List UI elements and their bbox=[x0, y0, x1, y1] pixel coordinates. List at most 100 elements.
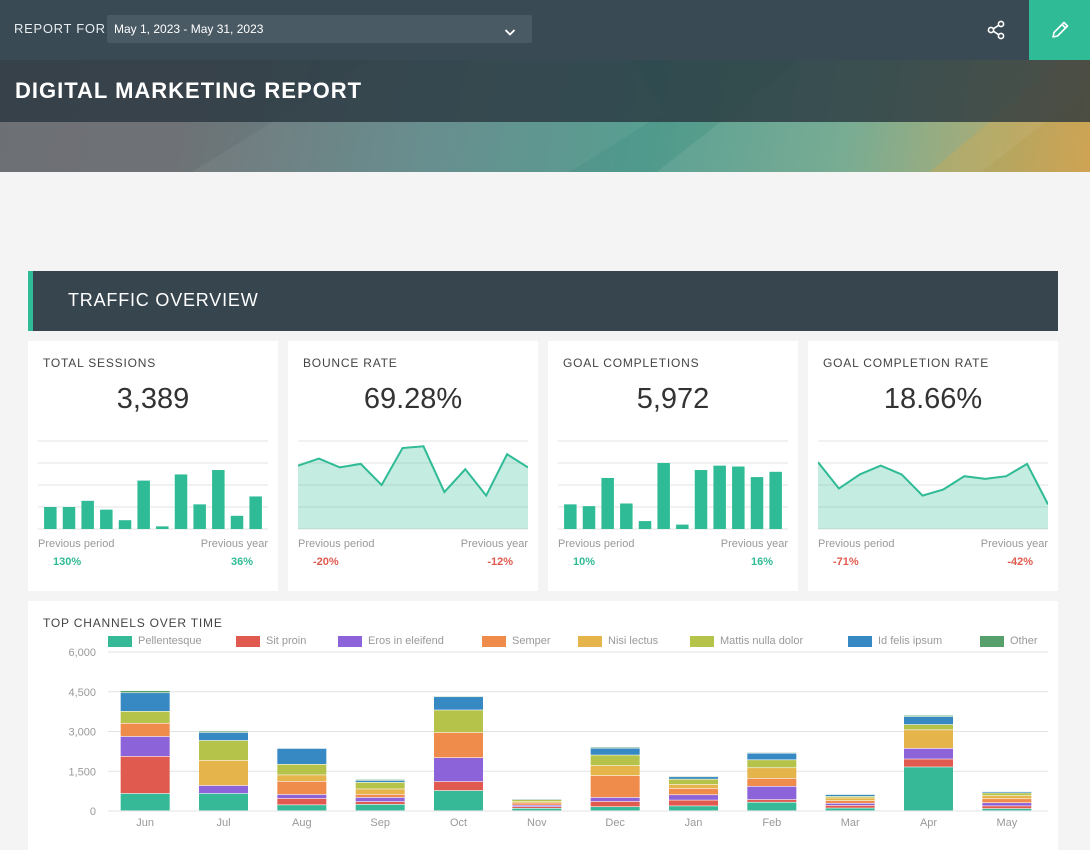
bar-segment[interactable] bbox=[904, 759, 953, 767]
kpi-card-goal-completion-rate[interactable]: GOAL COMPLETION RATE 18.66% Previous per… bbox=[808, 341, 1058, 591]
edit-button[interactable] bbox=[1029, 0, 1090, 60]
bar-segment[interactable] bbox=[904, 748, 953, 759]
legend-item[interactable]: Sit proin bbox=[236, 635, 306, 647]
bar-segment[interactable] bbox=[669, 788, 718, 795]
bar-segment[interactable] bbox=[904, 730, 953, 749]
bar-segment[interactable] bbox=[669, 784, 718, 789]
bar-segment[interactable] bbox=[355, 804, 405, 811]
stacked-bar-chart: 0 1,500 3,000 4,500 6,000 Jun Jul Aug Sep Oct Nov D… bbox=[68, 647, 1048, 829]
bar-segment[interactable] bbox=[355, 801, 405, 805]
bar-segment[interactable] bbox=[669, 777, 718, 779]
bar-segment[interactable] bbox=[747, 778, 797, 787]
bar-segment[interactable] bbox=[590, 776, 640, 798]
bar-segment[interactable] bbox=[825, 798, 875, 801]
bar-segment[interactable] bbox=[434, 781, 483, 791]
bar-segment[interactable] bbox=[120, 736, 170, 757]
bar-segment[interactable] bbox=[434, 758, 483, 782]
bar-segment[interactable] bbox=[825, 796, 875, 798]
bar-segment[interactable] bbox=[199, 731, 248, 733]
bar-segment[interactable] bbox=[590, 765, 640, 776]
bar-segment[interactable] bbox=[982, 793, 1032, 796]
bar-segment[interactable] bbox=[199, 793, 248, 811]
bar-segment[interactable] bbox=[277, 805, 327, 811]
bar-segment[interactable] bbox=[825, 805, 875, 808]
bar-segment[interactable] bbox=[669, 806, 718, 811]
bar-segment[interactable] bbox=[590, 797, 640, 802]
bar-segment[interactable] bbox=[825, 808, 875, 811]
bar-segment[interactable] bbox=[355, 789, 405, 794]
bar-segment[interactable] bbox=[904, 715, 953, 717]
bar-segment[interactable] bbox=[590, 748, 640, 755]
bar-segment[interactable] bbox=[355, 794, 405, 798]
date-range-select[interactable]: May 1, 2023 - May 31, 2023 bbox=[107, 15, 532, 43]
bar-segment[interactable] bbox=[904, 724, 953, 730]
bar-segment[interactable] bbox=[512, 799, 562, 802]
bar-segment[interactable] bbox=[825, 800, 875, 803]
bar-segment[interactable] bbox=[825, 794, 875, 797]
bar-segment[interactable] bbox=[747, 753, 797, 760]
bar-segment[interactable] bbox=[512, 801, 562, 803]
legend-item[interactable]: Id felis ipsum bbox=[848, 635, 942, 647]
bar-segment[interactable] bbox=[982, 808, 1032, 811]
bar-segment[interactable] bbox=[120, 756, 170, 794]
bar-segment[interactable] bbox=[747, 802, 797, 811]
bar-segment[interactable] bbox=[982, 799, 1032, 803]
bar-segment[interactable] bbox=[434, 697, 483, 710]
bar-segment[interactable] bbox=[747, 768, 797, 779]
bar-segment[interactable] bbox=[199, 732, 248, 741]
legend-item[interactable]: Pellentesque bbox=[108, 635, 202, 647]
bar-segment[interactable] bbox=[590, 755, 640, 766]
bar-segment[interactable] bbox=[904, 716, 953, 725]
legend-item[interactable]: Other bbox=[980, 635, 1038, 647]
bar-segment[interactable] bbox=[355, 797, 405, 802]
bar-segment[interactable] bbox=[277, 781, 327, 795]
bar-segment[interactable] bbox=[825, 803, 875, 806]
kpi-card-total-sessions[interactable]: TOTAL SESSIONS 3,389 Previous period Pre… bbox=[28, 341, 278, 591]
previous-year-change: -12% bbox=[487, 556, 513, 568]
bar-segment[interactable] bbox=[669, 779, 718, 785]
bar-segment[interactable] bbox=[199, 760, 248, 786]
bar-segment[interactable] bbox=[434, 790, 483, 811]
kpi-card-bounce-rate[interactable]: BOUNCE RATE 69.28% Previous period Previ… bbox=[288, 341, 538, 591]
bar-segment[interactable] bbox=[669, 800, 718, 806]
bar-segment[interactable] bbox=[277, 798, 327, 805]
bar-segment[interactable] bbox=[434, 710, 483, 733]
legend-item[interactable]: Semper bbox=[482, 635, 551, 647]
bar-segment[interactable] bbox=[590, 801, 640, 807]
bar-segment[interactable] bbox=[747, 799, 797, 802]
bar-segment[interactable] bbox=[512, 805, 562, 807]
bar-segment[interactable] bbox=[982, 791, 1032, 793]
bar-segment[interactable] bbox=[747, 786, 797, 800]
legend-item[interactable]: Nisi lectus bbox=[578, 635, 658, 647]
bar-segment[interactable] bbox=[120, 690, 170, 693]
bar-segment[interactable] bbox=[434, 732, 483, 758]
bar-segment[interactable] bbox=[199, 785, 248, 794]
kpi-card-goal-completions[interactable]: GOAL COMPLETIONS 5,972 Previous period P… bbox=[548, 341, 798, 591]
bar-segment[interactable] bbox=[982, 806, 1032, 809]
bar-segment[interactable] bbox=[277, 775, 327, 781]
bar-segment[interactable] bbox=[277, 764, 327, 775]
bar-segment[interactable] bbox=[512, 803, 562, 805]
bar-segment[interactable] bbox=[199, 740, 248, 761]
bar-segment[interactable] bbox=[120, 723, 170, 737]
bar-segment[interactable] bbox=[355, 780, 405, 783]
legend-item[interactable]: Eros in eleifend bbox=[338, 635, 444, 647]
bar-segment[interactable] bbox=[277, 794, 327, 799]
bar-segment[interactable] bbox=[982, 803, 1032, 806]
bar-segment[interactable] bbox=[904, 767, 953, 811]
bar-segment[interactable] bbox=[747, 760, 797, 768]
legend-swatch bbox=[690, 635, 714, 647]
date-range-value: May 1, 2023 - May 31, 2023 bbox=[114, 22, 264, 36]
bar-segment[interactable] bbox=[669, 795, 718, 800]
bar-segment[interactable] bbox=[590, 807, 640, 811]
bar-segment[interactable] bbox=[120, 693, 170, 712]
share-button[interactable] bbox=[978, 12, 1014, 48]
legend-item[interactable]: Mattis nulla dolor bbox=[690, 635, 803, 647]
bar-segment[interactable] bbox=[512, 808, 562, 811]
bar-segment[interactable] bbox=[512, 807, 562, 809]
bar-segment[interactable] bbox=[355, 782, 405, 789]
bar-segment[interactable] bbox=[277, 748, 327, 765]
bar-segment[interactable] bbox=[982, 795, 1032, 799]
bar-segment[interactable] bbox=[120, 793, 170, 811]
bar-segment[interactable] bbox=[120, 711, 170, 723]
